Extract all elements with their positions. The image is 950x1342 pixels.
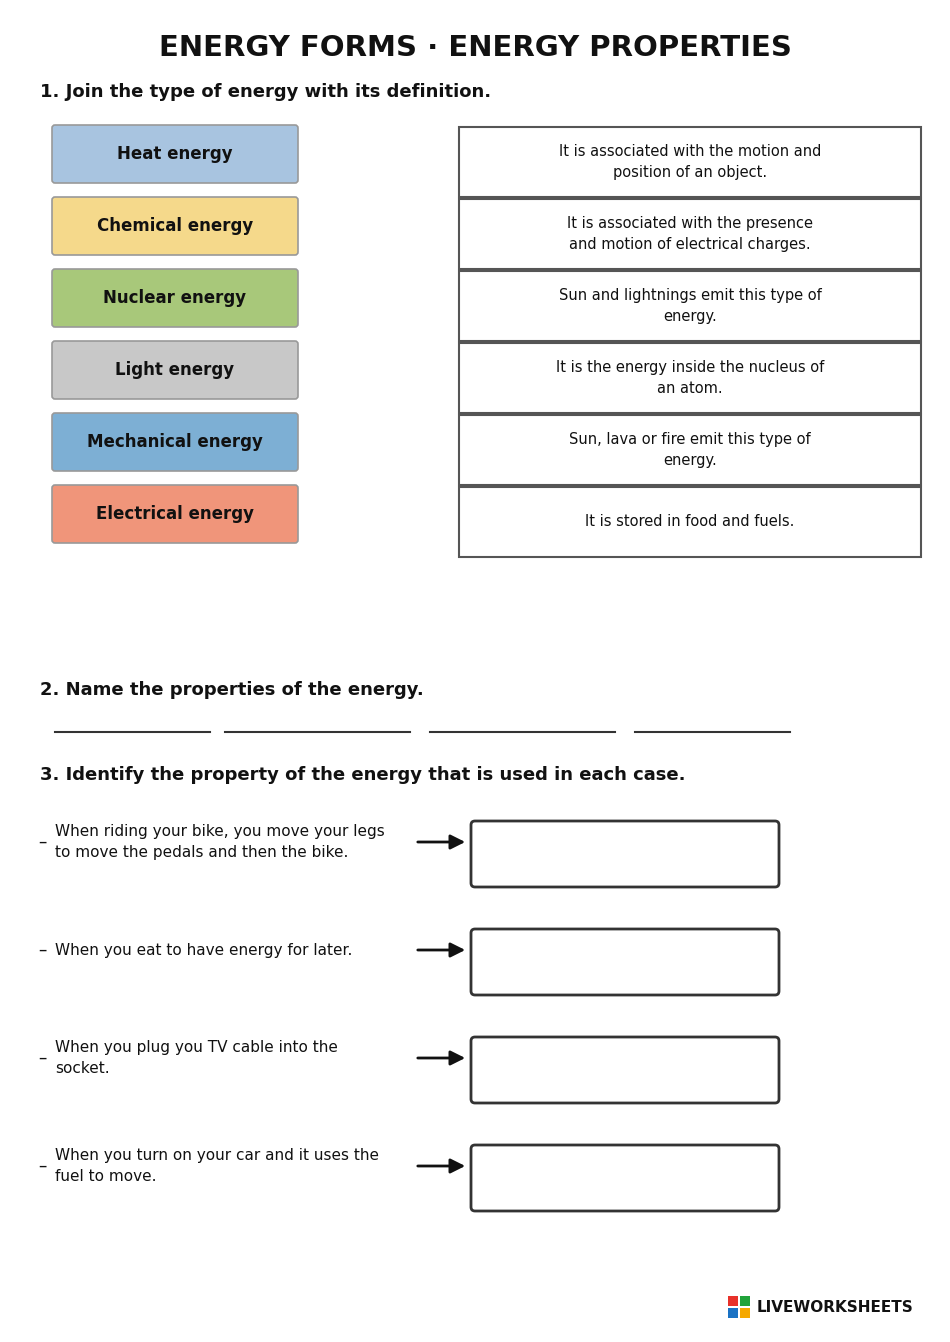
FancyBboxPatch shape [459,487,921,557]
Text: –: – [38,1049,47,1067]
FancyBboxPatch shape [459,199,921,268]
FancyBboxPatch shape [740,1308,750,1318]
Text: 3. Identify the property of the energy that is used in each case.: 3. Identify the property of the energy t… [40,766,686,784]
FancyBboxPatch shape [740,1296,750,1306]
Text: 1. Join the type of energy with its definition.: 1. Join the type of energy with its defi… [40,83,491,101]
FancyBboxPatch shape [471,929,779,994]
Text: When you turn on your car and it uses the
fuel to move.: When you turn on your car and it uses th… [55,1147,379,1184]
Text: When riding your bike, you move your legs
to move the pedals and then the bike.: When riding your bike, you move your leg… [55,824,385,860]
Text: It is associated with the presence
and motion of electrical charges.: It is associated with the presence and m… [567,216,813,252]
FancyBboxPatch shape [471,1037,779,1103]
FancyBboxPatch shape [52,413,298,471]
Text: It is the energy inside the nucleus of
an atom.: It is the energy inside the nucleus of a… [556,360,824,396]
Text: Mechanical energy: Mechanical energy [87,433,263,451]
Text: When you plug you TV cable into the
socket.: When you plug you TV cable into the sock… [55,1040,338,1076]
FancyBboxPatch shape [52,125,298,183]
Text: Chemical energy: Chemical energy [97,217,253,235]
FancyBboxPatch shape [471,1145,779,1210]
FancyBboxPatch shape [459,271,921,341]
Text: Sun, lava or fire emit this type of
energy.: Sun, lava or fire emit this type of ener… [569,432,810,468]
Text: LIVEWORKSHEETS: LIVEWORKSHEETS [757,1300,914,1315]
FancyBboxPatch shape [728,1296,738,1306]
FancyBboxPatch shape [52,268,298,327]
FancyBboxPatch shape [728,1308,738,1318]
Text: It is stored in food and fuels.: It is stored in food and fuels. [585,514,795,530]
Text: When you eat to have energy for later.: When you eat to have energy for later. [55,942,352,957]
Text: Light energy: Light energy [116,361,235,378]
FancyBboxPatch shape [52,484,298,544]
Text: Heat energy: Heat energy [117,145,233,162]
Text: –: – [38,1157,47,1176]
Text: Electrical energy: Electrical energy [96,505,254,523]
FancyBboxPatch shape [471,821,779,887]
Text: –: – [38,941,47,960]
FancyBboxPatch shape [459,127,921,197]
Text: Sun and lightnings emit this type of
energy.: Sun and lightnings emit this type of ene… [559,289,822,323]
Text: Nuclear energy: Nuclear energy [104,289,247,307]
Text: It is associated with the motion and
position of an object.: It is associated with the motion and pos… [559,145,821,180]
FancyBboxPatch shape [459,415,921,484]
FancyBboxPatch shape [52,341,298,399]
Text: 2. Name the properties of the energy.: 2. Name the properties of the energy. [40,680,424,699]
Text: ENERGY FORMS · ENERGY PROPERTIES: ENERGY FORMS · ENERGY PROPERTIES [159,34,791,62]
Text: –: – [38,833,47,851]
FancyBboxPatch shape [459,344,921,413]
FancyBboxPatch shape [52,197,298,255]
